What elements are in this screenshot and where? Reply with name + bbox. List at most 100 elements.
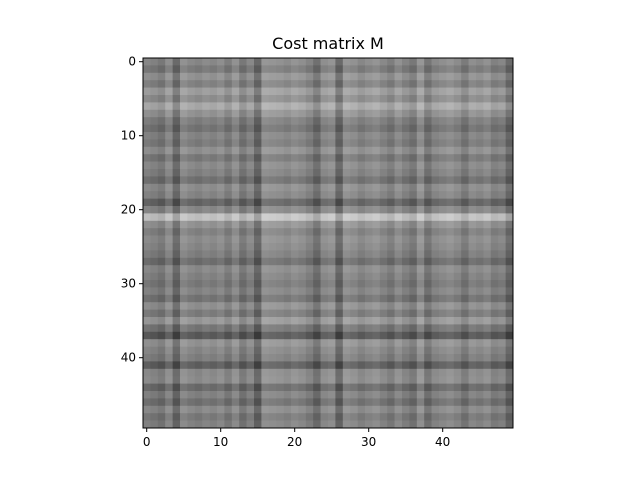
heatmap-cell-36-45 (476, 324, 484, 333)
heatmap-cell-16-48 (498, 176, 506, 185)
heatmap-cell-19-12 (231, 198, 240, 207)
heatmap-cell-36-22 (305, 324, 314, 333)
heatmap-cell-31-23 (313, 287, 321, 296)
heatmap-cell-39-11 (224, 346, 233, 355)
heatmap-cell-25-49 (505, 243, 514, 251)
heatmap-cell-48-7 (194, 413, 203, 421)
heatmap-cell-33-9 (209, 302, 218, 310)
heatmap-cell-22-43 (461, 220, 469, 229)
heatmap-cell-0-0 (143, 58, 151, 66)
heatmap-cell-6-2 (157, 102, 166, 111)
heatmap-cell-31-13 (239, 287, 247, 296)
heatmap-cell-20-8 (202, 206, 210, 214)
heatmap-cell-11-27 (342, 139, 351, 148)
heatmap-cell-31-14 (246, 287, 255, 296)
heatmap-cell-7-44 (468, 109, 477, 118)
heatmap-cell-32-49 (505, 294, 514, 303)
heatmap-cell-42-43 (461, 368, 469, 377)
heatmap-cell-25-45 (476, 243, 484, 251)
heatmap-cell-1-26 (335, 65, 344, 74)
heatmap-cell-2-45 (476, 72, 484, 81)
heatmap-cell-37-19 (283, 331, 292, 340)
heatmap-cell-21-32 (379, 213, 388, 222)
heatmap-cell-27-0 (143, 257, 151, 266)
heatmap-cell-1-38 (424, 65, 432, 74)
heatmap-cell-41-20 (291, 361, 299, 370)
heatmap-cell-37-18 (276, 331, 284, 340)
heatmap-cell-29-22 (305, 272, 314, 281)
heatmap-cell-4-12 (231, 87, 240, 96)
heatmap-cell-49-33 (387, 420, 395, 429)
heatmap-cell-2-26 (335, 72, 344, 81)
heatmap-cell-6-43 (461, 102, 469, 111)
heatmap-cell-37-17 (268, 331, 277, 340)
heatmap-cell-44-36 (409, 383, 418, 392)
heatmap-cell-17-22 (305, 183, 314, 192)
heatmap-cell-12-4 (172, 146, 181, 155)
heatmap-cell-3-13 (239, 80, 247, 88)
heatmap-cell-5-22 (305, 95, 314, 103)
heatmap-cell-47-29 (357, 405, 366, 414)
heatmap-cell-41-14 (246, 361, 255, 370)
heatmap-cell-48-16 (261, 413, 270, 421)
heatmap-cell-8-19 (283, 117, 292, 125)
heatmap-cell-47-42 (453, 405, 462, 414)
heatmap-cell-0-48 (498, 58, 506, 66)
heatmap-cell-47-34 (394, 405, 403, 414)
heatmap-cell-20-38 (424, 206, 432, 214)
heatmap-cell-19-36 (409, 198, 418, 207)
heatmap-cell-47-19 (283, 405, 292, 414)
heatmap-cell-1-27 (342, 65, 351, 74)
heatmap-cell-29-16 (261, 272, 270, 281)
heatmap-cell-8-22 (305, 117, 314, 125)
heatmap-cell-2-11 (224, 72, 233, 81)
heatmap-cell-32-29 (357, 294, 366, 303)
heatmap-cell-4-19 (283, 87, 292, 96)
heatmap-cell-44-49 (505, 383, 514, 392)
heatmap-cell-3-26 (335, 80, 344, 88)
heatmap-cell-3-33 (387, 80, 395, 88)
heatmap-cell-30-21 (298, 280, 307, 288)
heatmap-cell-0-6 (187, 58, 196, 66)
heatmap-cell-45-25 (328, 391, 336, 399)
heatmap-cell-1-2 (157, 65, 166, 74)
heatmap-cell-1-49 (505, 65, 514, 74)
heatmap-cell-0-12 (231, 58, 240, 66)
heatmap-cell-11-43 (461, 139, 469, 148)
heatmap-cell-1-8 (202, 65, 210, 74)
heatmap-cell-17-2 (157, 183, 166, 192)
heatmap-cell-6-12 (231, 102, 240, 111)
heatmap-cell-6-28 (350, 102, 358, 111)
heatmap-cell-37-41 (446, 331, 455, 340)
heatmap-cell-6-10 (217, 102, 225, 111)
heatmap-cell-25-11 (224, 243, 233, 251)
heatmap-cell-5-18 (276, 95, 284, 103)
heatmap-cell-32-48 (498, 294, 506, 303)
heatmap-cell-24-8 (202, 235, 210, 244)
heatmap-cell-47-27 (342, 405, 351, 414)
heatmap-cell-1-43 (461, 65, 469, 74)
heatmap-cell-21-48 (498, 213, 506, 222)
heatmap-cell-18-17 (268, 191, 277, 199)
heatmap-cell-48-44 (468, 413, 477, 421)
heatmap-cell-11-17 (268, 139, 277, 148)
heatmap-cell-31-4 (172, 287, 181, 296)
heatmap-cell-20-33 (387, 206, 395, 214)
heatmap-cell-43-30 (365, 376, 373, 384)
heatmap-cell-4-36 (409, 87, 418, 96)
heatmap-cell-0-44 (468, 58, 477, 66)
heatmap-cell-41-23 (313, 361, 321, 370)
heatmap-cell-22-39 (431, 220, 440, 229)
heatmap-cell-36-36 (409, 324, 418, 333)
heatmap-cell-7-5 (180, 109, 188, 118)
heatmap-cell-26-39 (431, 250, 440, 259)
heatmap-cell-35-11 (224, 317, 233, 325)
heatmap-cell-34-43 (461, 309, 469, 318)
heatmap-cell-49-21 (298, 420, 307, 429)
heatmap-cell-17-25 (328, 183, 336, 192)
heatmap-cell-29-36 (409, 272, 418, 281)
heatmap-cell-45-0 (143, 391, 151, 399)
heatmap-cell-30-28 (350, 280, 358, 288)
heatmap-cell-4-46 (483, 87, 492, 96)
heatmap-cell-38-46 (483, 339, 492, 347)
